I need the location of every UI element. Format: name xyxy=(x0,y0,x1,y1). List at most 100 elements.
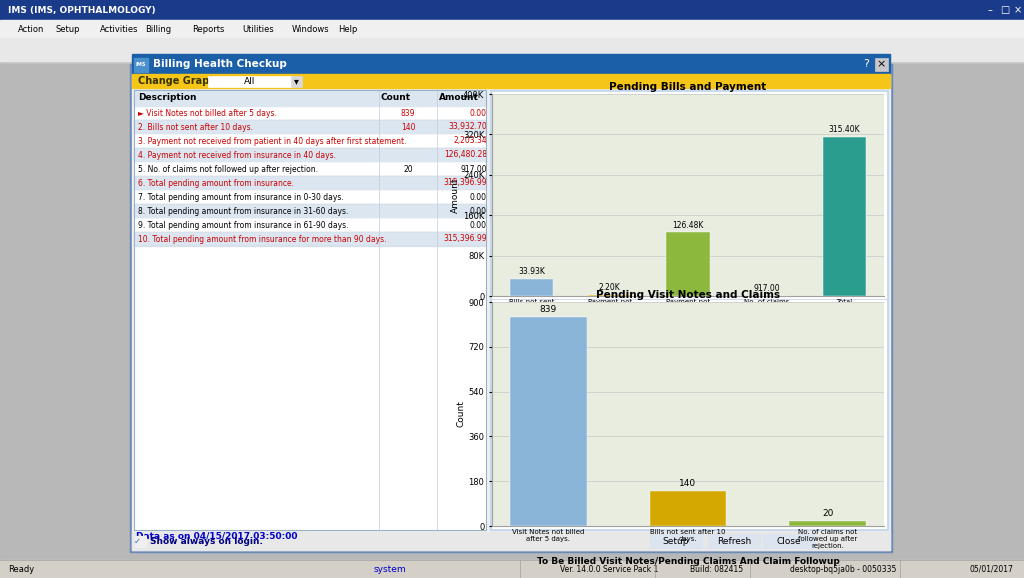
Text: 2,203.34: 2,203.34 xyxy=(454,136,487,146)
Text: ×: × xyxy=(877,60,886,69)
Text: Utilities: Utilities xyxy=(242,24,273,34)
Y-axis label: Count: Count xyxy=(457,401,466,428)
Bar xyxy=(0,38,1024,62)
Bar xyxy=(134,120,486,134)
Bar xyxy=(291,76,302,87)
Text: desktop-bq5ja0b - 0050335: desktop-bq5ja0b - 0050335 xyxy=(790,565,896,573)
Text: 20: 20 xyxy=(822,509,834,518)
Bar xyxy=(510,279,553,296)
Bar xyxy=(135,536,146,547)
X-axis label: To Be Billed Visit Notes/Pending Claims And Claim Followup: To Be Billed Visit Notes/Pending Claims … xyxy=(537,557,840,566)
Bar xyxy=(667,232,710,296)
Text: 2. Bills not sent after 10 days.: 2. Bills not sent after 10 days. xyxy=(138,123,253,132)
Text: 917.00: 917.00 xyxy=(753,284,779,293)
Bar xyxy=(790,521,866,526)
Bar xyxy=(0,560,1024,578)
Text: Action: Action xyxy=(18,24,44,34)
Text: ▾: ▾ xyxy=(294,76,298,86)
Bar xyxy=(134,58,148,72)
Bar xyxy=(134,90,486,530)
Bar xyxy=(132,532,890,550)
Bar xyxy=(492,300,886,528)
Text: 839: 839 xyxy=(540,305,557,314)
Text: 0.00: 0.00 xyxy=(470,192,487,202)
X-axis label: Pending Bills/Payment: Pending Bills/Payment xyxy=(627,348,750,358)
Text: 839: 839 xyxy=(400,109,416,117)
Text: 126,480.28: 126,480.28 xyxy=(443,150,487,160)
Bar xyxy=(130,64,892,552)
Text: 2.20K: 2.20K xyxy=(599,283,621,292)
Text: IMS (IMS, OPHTHALMOLOGY): IMS (IMS, OPHTHALMOLOGY) xyxy=(8,6,156,14)
Bar xyxy=(649,491,726,526)
Text: Billing: Billing xyxy=(145,24,171,34)
Bar xyxy=(134,218,486,232)
Text: Change Graph:: Change Graph: xyxy=(138,76,220,86)
Text: 7. Total pending amount from insurance in 0-30 days.: 7. Total pending amount from insurance i… xyxy=(138,192,344,202)
Bar xyxy=(588,295,631,296)
Bar xyxy=(708,534,760,548)
Text: ×: × xyxy=(1014,5,1022,15)
Bar xyxy=(134,162,486,176)
Text: Description: Description xyxy=(138,94,197,102)
Bar xyxy=(132,66,890,550)
Bar xyxy=(134,134,486,148)
Bar xyxy=(763,534,815,548)
Text: IMS: IMS xyxy=(136,62,146,68)
Bar xyxy=(510,317,587,526)
Text: Build: 082415: Build: 082415 xyxy=(690,565,743,573)
Text: 315,396.99: 315,396.99 xyxy=(443,235,487,243)
Text: 6. Total pending amount from insurance.: 6. Total pending amount from insurance. xyxy=(138,179,294,187)
Text: 20: 20 xyxy=(403,165,413,173)
Text: 8. Total pending amount from insurance in 31-60 days.: 8. Total pending amount from insurance i… xyxy=(138,206,348,216)
Text: 140: 140 xyxy=(680,479,696,488)
Text: system: system xyxy=(374,565,407,573)
Text: 0.00: 0.00 xyxy=(470,109,487,117)
Text: 33,932.70: 33,932.70 xyxy=(449,123,487,132)
Text: Windows: Windows xyxy=(292,24,330,34)
Text: 917.00: 917.00 xyxy=(461,165,487,173)
Text: 10. Total pending amount from insurance for more than 90 days.: 10. Total pending amount from insurance … xyxy=(138,235,386,243)
Bar xyxy=(132,74,890,88)
Bar xyxy=(134,176,486,190)
Bar xyxy=(134,90,486,530)
Bar xyxy=(134,232,486,246)
Bar xyxy=(490,90,888,530)
Bar xyxy=(132,54,890,74)
Text: Activities: Activities xyxy=(100,24,138,34)
Text: 5. No. of claims not followed up after rejection.: 5. No. of claims not followed up after r… xyxy=(138,165,318,173)
Text: Refresh: Refresh xyxy=(717,536,752,546)
Text: 9. Total pending amount from insurance in 61-90 days.: 9. Total pending amount from insurance i… xyxy=(138,220,348,229)
Bar xyxy=(0,20,1024,38)
Y-axis label: Amount: Amount xyxy=(452,177,460,213)
Text: Count: Count xyxy=(381,94,411,102)
Bar xyxy=(208,76,293,87)
Text: ► Visit Notes not billed after 5 days.: ► Visit Notes not billed after 5 days. xyxy=(138,109,276,117)
Title: Pending Visit Notes and Claims: Pending Visit Notes and Claims xyxy=(596,290,780,300)
Text: Close: Close xyxy=(776,536,802,546)
Text: 315,396.99: 315,396.99 xyxy=(443,179,487,187)
Bar xyxy=(134,204,486,218)
Bar xyxy=(134,90,486,106)
Bar xyxy=(492,92,886,298)
Text: □: □ xyxy=(1000,5,1010,15)
Text: Amount: Amount xyxy=(439,94,479,102)
Text: ?: ? xyxy=(863,59,869,69)
Text: All: All xyxy=(245,76,256,86)
Text: 126.48K: 126.48K xyxy=(673,221,703,229)
Bar xyxy=(134,106,486,120)
Bar xyxy=(650,534,702,548)
Text: 4. Payment not received from insurance in 40 days.: 4. Payment not received from insurance i… xyxy=(138,150,336,160)
Text: 0.00: 0.00 xyxy=(470,220,487,229)
Text: –: – xyxy=(987,5,992,15)
Text: Help: Help xyxy=(338,24,357,34)
Text: 0.00: 0.00 xyxy=(470,206,487,216)
Text: Data as on 04/15/2017 03:50:00: Data as on 04/15/2017 03:50:00 xyxy=(136,532,298,540)
Text: 315.40K: 315.40K xyxy=(828,125,860,134)
Title: Pending Bills and Payment: Pending Bills and Payment xyxy=(609,82,767,92)
Text: Ver. 14.0.0 Service Pack 1: Ver. 14.0.0 Service Pack 1 xyxy=(560,565,658,573)
Bar xyxy=(0,0,1024,20)
Text: 33.93K: 33.93K xyxy=(518,268,545,276)
Text: Billing Health Checkup: Billing Health Checkup xyxy=(153,59,287,69)
Text: Show always on login.: Show always on login. xyxy=(150,537,263,546)
Bar xyxy=(134,148,486,162)
